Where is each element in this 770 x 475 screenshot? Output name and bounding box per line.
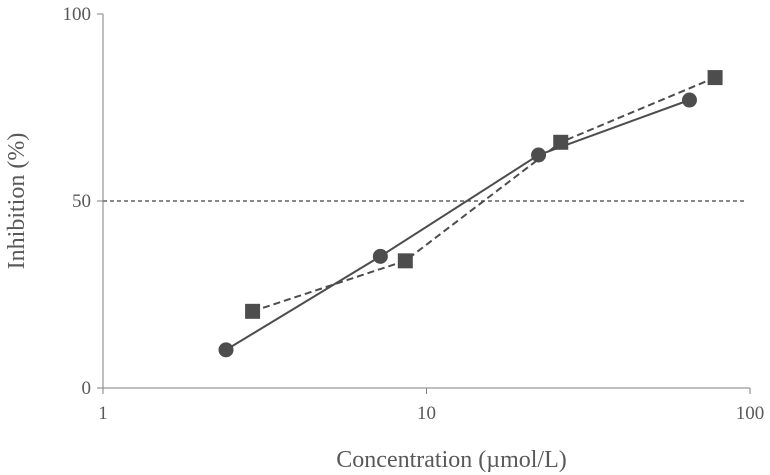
series-1-point [531, 147, 547, 163]
series-1-point [218, 342, 234, 358]
x-tick-label: 10 [417, 403, 436, 424]
x-axis-title: Concentration (µmol/L) [336, 447, 566, 473]
series-2-point [397, 253, 413, 269]
series-1-point [372, 248, 388, 264]
y-tick-label: 100 [63, 4, 92, 25]
y-axis-title: Inhibition (%) [4, 133, 30, 270]
plot-area [103, 70, 746, 358]
series-2-line [252, 76, 716, 313]
y-tick-label: 0 [82, 378, 92, 399]
series-2-point [553, 134, 569, 150]
series-2-point [245, 303, 261, 319]
axes [97, 13, 751, 394]
tick-labels: 0 50 100 1 10 100 [63, 4, 765, 424]
x-tick-label: 1 [98, 403, 108, 424]
series-2-point [707, 70, 723, 86]
series-1-line [225, 99, 690, 351]
series-1-point [681, 92, 697, 108]
y-tick-label: 50 [72, 191, 91, 212]
x-tick-label: 100 [736, 403, 765, 424]
